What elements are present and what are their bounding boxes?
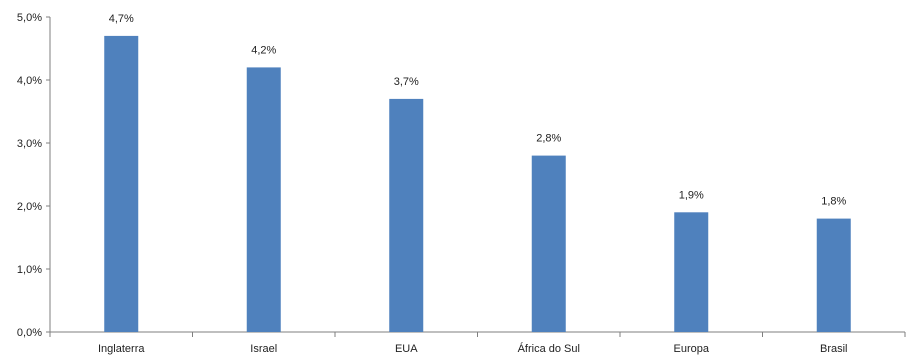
y-tick-label: 1,0% xyxy=(17,264,42,276)
data-label: 1,8% xyxy=(821,196,846,208)
data-label: 4,7% xyxy=(109,13,134,25)
y-tick-label: 4,0% xyxy=(17,75,42,87)
data-label: 2,8% xyxy=(536,133,561,145)
y-tick-label: 3,0% xyxy=(17,138,42,150)
x-tick-label: Israel xyxy=(250,343,277,355)
bar-3 xyxy=(531,155,566,332)
x-tick-label: Inglaterra xyxy=(98,343,145,355)
axes: 0,0% 1,0% 2,0% 3,0% 4,0% 5,0% xyxy=(17,12,906,339)
x-tick-label: África do Sul xyxy=(518,342,580,355)
data-label: 4,2% xyxy=(251,44,276,56)
y-tick-label: 2,0% xyxy=(17,201,42,213)
bar-1 xyxy=(246,67,281,333)
bars xyxy=(104,35,851,333)
bar-4 xyxy=(674,212,709,332)
bar-5 xyxy=(816,218,851,332)
y-tick-label: 5,0% xyxy=(17,12,42,24)
y-tick-label: 0,0% xyxy=(17,327,42,339)
bar-2 xyxy=(389,98,424,333)
bar-0 xyxy=(104,35,139,333)
x-tick-label: Brasil xyxy=(820,343,848,355)
x-tick-label: EUA xyxy=(395,343,418,355)
data-label: 1,9% xyxy=(679,189,704,201)
data-label: 3,7% xyxy=(394,76,419,88)
x-tick-label: Europa xyxy=(674,343,710,355)
labels: 4,7% Inglaterra 4,2% Israel 3,7% EUA 2,8% Áfric… xyxy=(98,13,848,355)
